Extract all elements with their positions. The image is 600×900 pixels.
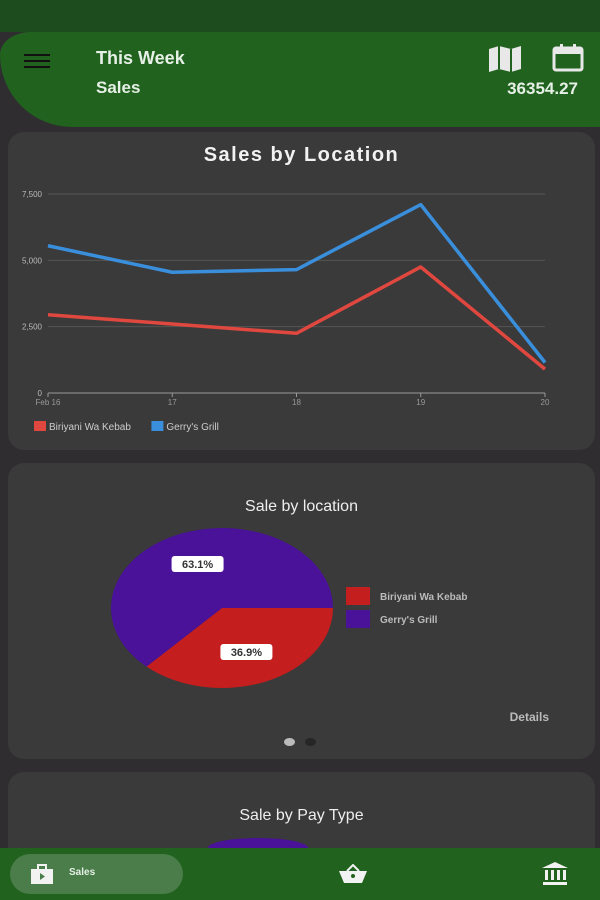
x-tick-label: 17 (168, 398, 177, 407)
legend-label: Biriyani Wa Kebab (49, 422, 131, 433)
y-tick-label: 5,000 (22, 256, 43, 265)
legend-swatch (151, 421, 164, 431)
series-line (47, 265, 547, 371)
series-line (47, 202, 547, 364)
pay-type-title: Sale by Pay Type (239, 807, 364, 824)
shop-bag-icon (31, 864, 53, 884)
map-icon[interactable] (488, 46, 522, 72)
y-tick-label: 2,500 (22, 323, 43, 332)
page-dot[interactable] (305, 738, 316, 746)
bottom-nav: Sales (0, 848, 600, 900)
sales-by-location-card: Sales by Location (8, 132, 595, 450)
period-title: This Week (96, 48, 185, 68)
pie-chart-title: Sale by location (245, 498, 358, 515)
details-link[interactable]: Details (509, 710, 549, 724)
sale-by-location-card: Sale by location Details (8, 463, 595, 759)
page-dot-active[interactable] (284, 738, 295, 746)
sales-total: 36354.27 (507, 79, 578, 98)
x-tick-label: 19 (416, 398, 425, 407)
basket-icon[interactable] (338, 864, 368, 884)
sales-label: Sales (96, 78, 141, 97)
calendar-icon[interactable] (552, 44, 584, 72)
line-chart: 0 2,500 5,000 7,500 Feb 16 17 18 19 20 Biriyani W… (22, 190, 550, 433)
legend-label: Gerry's Grill (166, 422, 218, 433)
nav-sales[interactable]: Sales (10, 854, 183, 894)
menu-icon[interactable] (24, 54, 50, 68)
status-bar (0, 0, 600, 32)
y-tick-label: 0 (38, 389, 43, 398)
nav-sales-label: Sales (69, 867, 96, 878)
x-tick-label: 18 (292, 398, 301, 407)
line-chart-title: Sales by Location (203, 144, 400, 166)
x-tick-label: Feb 16 (36, 398, 61, 407)
x-tick-label: 20 (541, 398, 550, 407)
legend-swatch (34, 421, 46, 431)
bank-icon[interactable] (542, 862, 568, 886)
y-tick-label: 7,500 (22, 190, 43, 199)
